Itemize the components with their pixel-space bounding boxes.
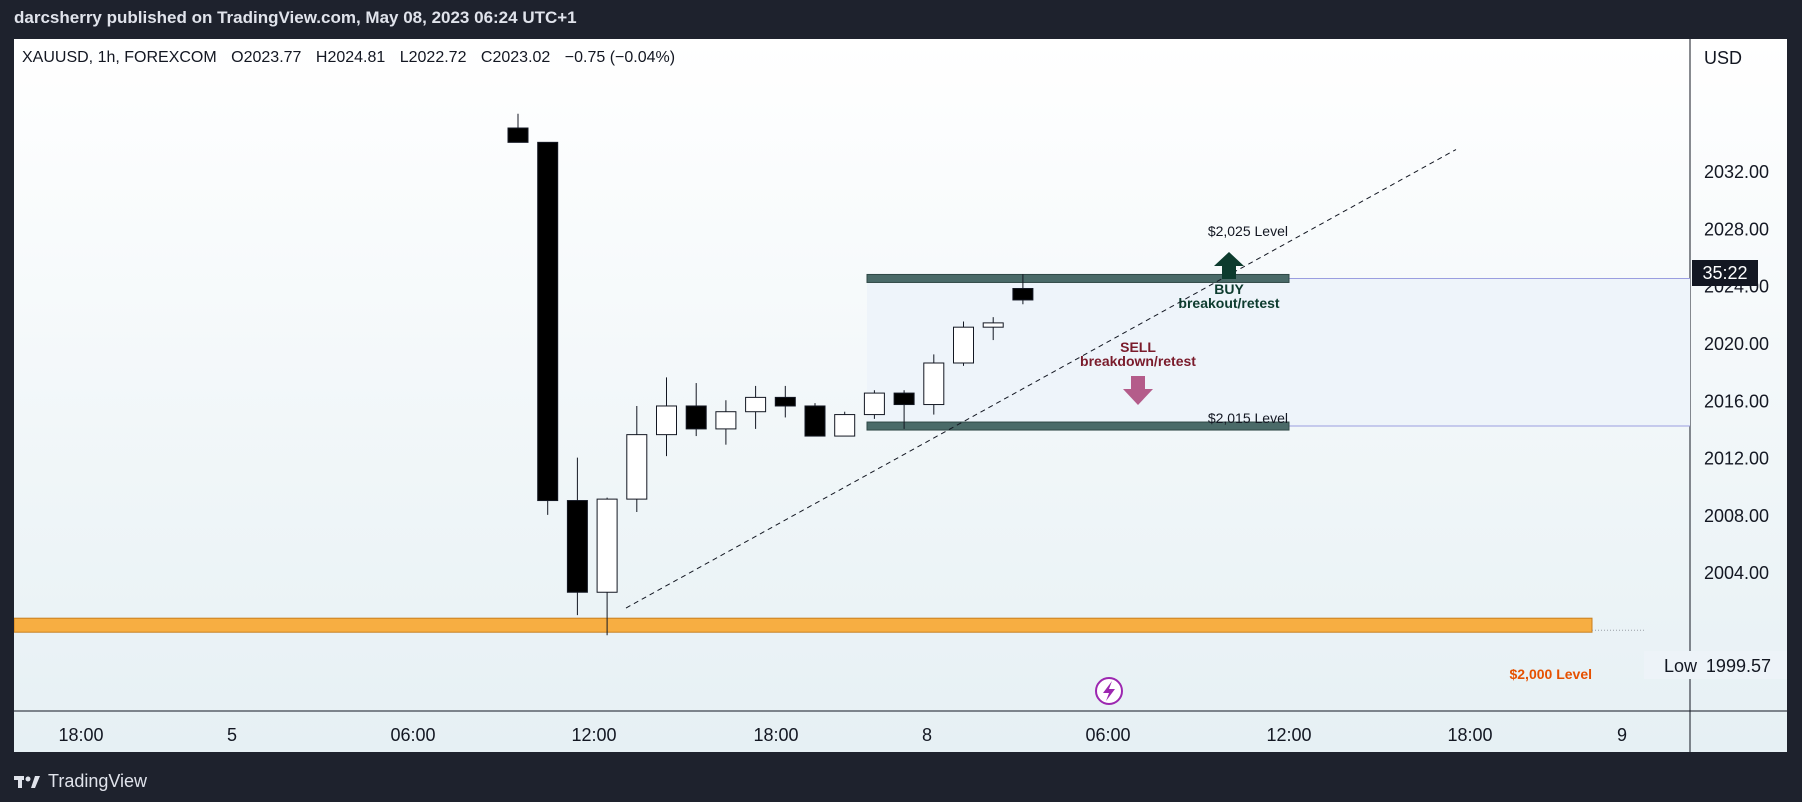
candle[interactable] xyxy=(656,377,677,457)
candlestick-chart[interactable]: $2,025 Level $2,015 Level $2,000 Level B… xyxy=(13,39,1790,752)
candle[interactable] xyxy=(745,385,767,429)
candle-body xyxy=(566,500,588,593)
price-tick-label: 2028.00 xyxy=(1704,219,1769,239)
candle-body xyxy=(685,405,707,430)
candle-body xyxy=(893,392,915,406)
lightning-icon[interactable] xyxy=(1095,677,1123,705)
low-label: Low xyxy=(1664,656,1698,676)
legend-open: O2023.77 xyxy=(231,49,301,66)
candle-body xyxy=(537,141,559,502)
price-axis[interactable]: USD 2004.00 2008.00 2012.00 2016.00 2020.00 2… xyxy=(1704,48,1769,583)
candle[interactable] xyxy=(596,497,618,636)
low-value: 1999.57 xyxy=(1706,656,1771,676)
candle-body xyxy=(804,405,826,437)
candle[interactable] xyxy=(982,317,1004,341)
time-tick-label: 18:00 xyxy=(58,725,103,745)
price-tick-label: 2004.00 xyxy=(1704,563,1769,583)
candle-body xyxy=(923,362,945,406)
price-tick-label: 2032.00 xyxy=(1704,162,1769,182)
candle-body xyxy=(656,405,677,436)
sell-sublabel: breakdown/retest xyxy=(1080,353,1196,369)
range-zone xyxy=(867,278,1690,427)
level-2025-bar[interactable] xyxy=(866,273,1290,283)
candle[interactable] xyxy=(923,354,945,415)
candle-body xyxy=(626,434,648,500)
level-2015-label: $2,015 Level xyxy=(1208,410,1288,426)
footer-brand-text: TradingView xyxy=(48,771,148,791)
sell-label: SELL xyxy=(1120,339,1156,355)
price-tick-label: 2016.00 xyxy=(1704,391,1769,411)
candle[interactable] xyxy=(537,141,559,515)
candle[interactable] xyxy=(863,390,885,419)
currency-label: USD xyxy=(1704,48,1742,68)
time-tick-label: 8 xyxy=(922,725,932,745)
legend-change: −0.75 (−0.04%) xyxy=(565,49,675,66)
legend-high: H2024.81 xyxy=(316,49,385,66)
legend-close: C2023.02 xyxy=(481,49,550,66)
time-tick-label: 5 xyxy=(227,725,237,745)
candle[interactable] xyxy=(715,400,737,445)
candle-body xyxy=(507,127,529,143)
candle-body xyxy=(774,396,796,407)
countdown-badge: 35:22 xyxy=(1692,260,1758,286)
footer-brand: TradingView xyxy=(14,771,147,792)
legend-symbol: XAUUSD, 1h, FOREXCOM xyxy=(22,49,217,66)
buy-label: BUY xyxy=(1214,281,1244,297)
time-tick-label: 12:00 xyxy=(571,725,616,745)
candle[interactable] xyxy=(893,390,915,429)
support-2000-bar[interactable] xyxy=(13,617,1593,633)
time-tick-label: 12:00 xyxy=(1266,725,1311,745)
buy-sublabel: breakout/retest xyxy=(1178,295,1279,311)
time-tick-label: 18:00 xyxy=(753,725,798,745)
candle-body xyxy=(863,392,885,416)
price-tick-label: 2020.00 xyxy=(1704,334,1769,354)
candle-body xyxy=(834,414,856,437)
countdown-text: 35:22 xyxy=(1702,263,1747,283)
candle-body xyxy=(982,322,1004,328)
price-tick-label: 2012.00 xyxy=(1704,449,1769,469)
price-tick-label: 2008.00 xyxy=(1704,506,1769,526)
ohlc-legend: XAUUSD, 1h, FOREXCOM O2023.77 H2024.81 L… xyxy=(22,49,675,66)
candle-body xyxy=(953,326,974,364)
level-2000-label: $2,000 Level xyxy=(1509,666,1592,682)
time-tick-label: 9 xyxy=(1617,725,1627,745)
candle[interactable] xyxy=(804,403,826,437)
sell-arrow xyxy=(1123,376,1153,405)
candle[interactable] xyxy=(1012,274,1034,305)
time-tick-label: 06:00 xyxy=(1085,725,1130,745)
level-2015-bar[interactable] xyxy=(866,421,1290,431)
annotation-layer: $2,025 Level $2,015 Level $2,000 Level B… xyxy=(1080,223,1592,705)
candle-body xyxy=(1012,287,1034,301)
candle[interactable] xyxy=(774,385,796,418)
candle[interactable] xyxy=(507,113,529,143)
candle[interactable] xyxy=(685,383,707,437)
time-tick-label: 18:00 xyxy=(1447,725,1492,745)
candle-layer xyxy=(507,113,1034,636)
legend-low: L2022.72 xyxy=(400,49,467,66)
candle[interactable] xyxy=(953,321,974,366)
level-2025-label: $2,025 Level xyxy=(1208,223,1288,239)
candle-body xyxy=(715,411,737,430)
publisher-header: darcsherry published on TradingView.com,… xyxy=(14,8,577,27)
candle-body xyxy=(745,396,767,413)
buy-arrow xyxy=(1214,252,1244,279)
tradingview-logo-icon xyxy=(14,775,40,788)
low-readout: Low 1999.57 xyxy=(1644,651,1790,679)
candle[interactable] xyxy=(626,405,648,513)
zone-layer xyxy=(13,273,1690,633)
svg-text:XAUUSD, 1h, FOREXCOM: XAUUSD, 1h, FOREXCOM O2023.77 H2024.81 L… xyxy=(22,49,675,66)
chart-area[interactable]: $2,025 Level $2,015 Level $2,000 Level B… xyxy=(13,39,1790,752)
time-axis[interactable]: 18:00 5 06:00 12:00 18:00 8 06:00 12:00 18:00 9 xyxy=(58,725,1627,745)
time-tick-label: 06:00 xyxy=(390,725,435,745)
candle[interactable] xyxy=(834,411,856,437)
candle-body xyxy=(596,498,618,593)
candle[interactable] xyxy=(566,457,588,616)
